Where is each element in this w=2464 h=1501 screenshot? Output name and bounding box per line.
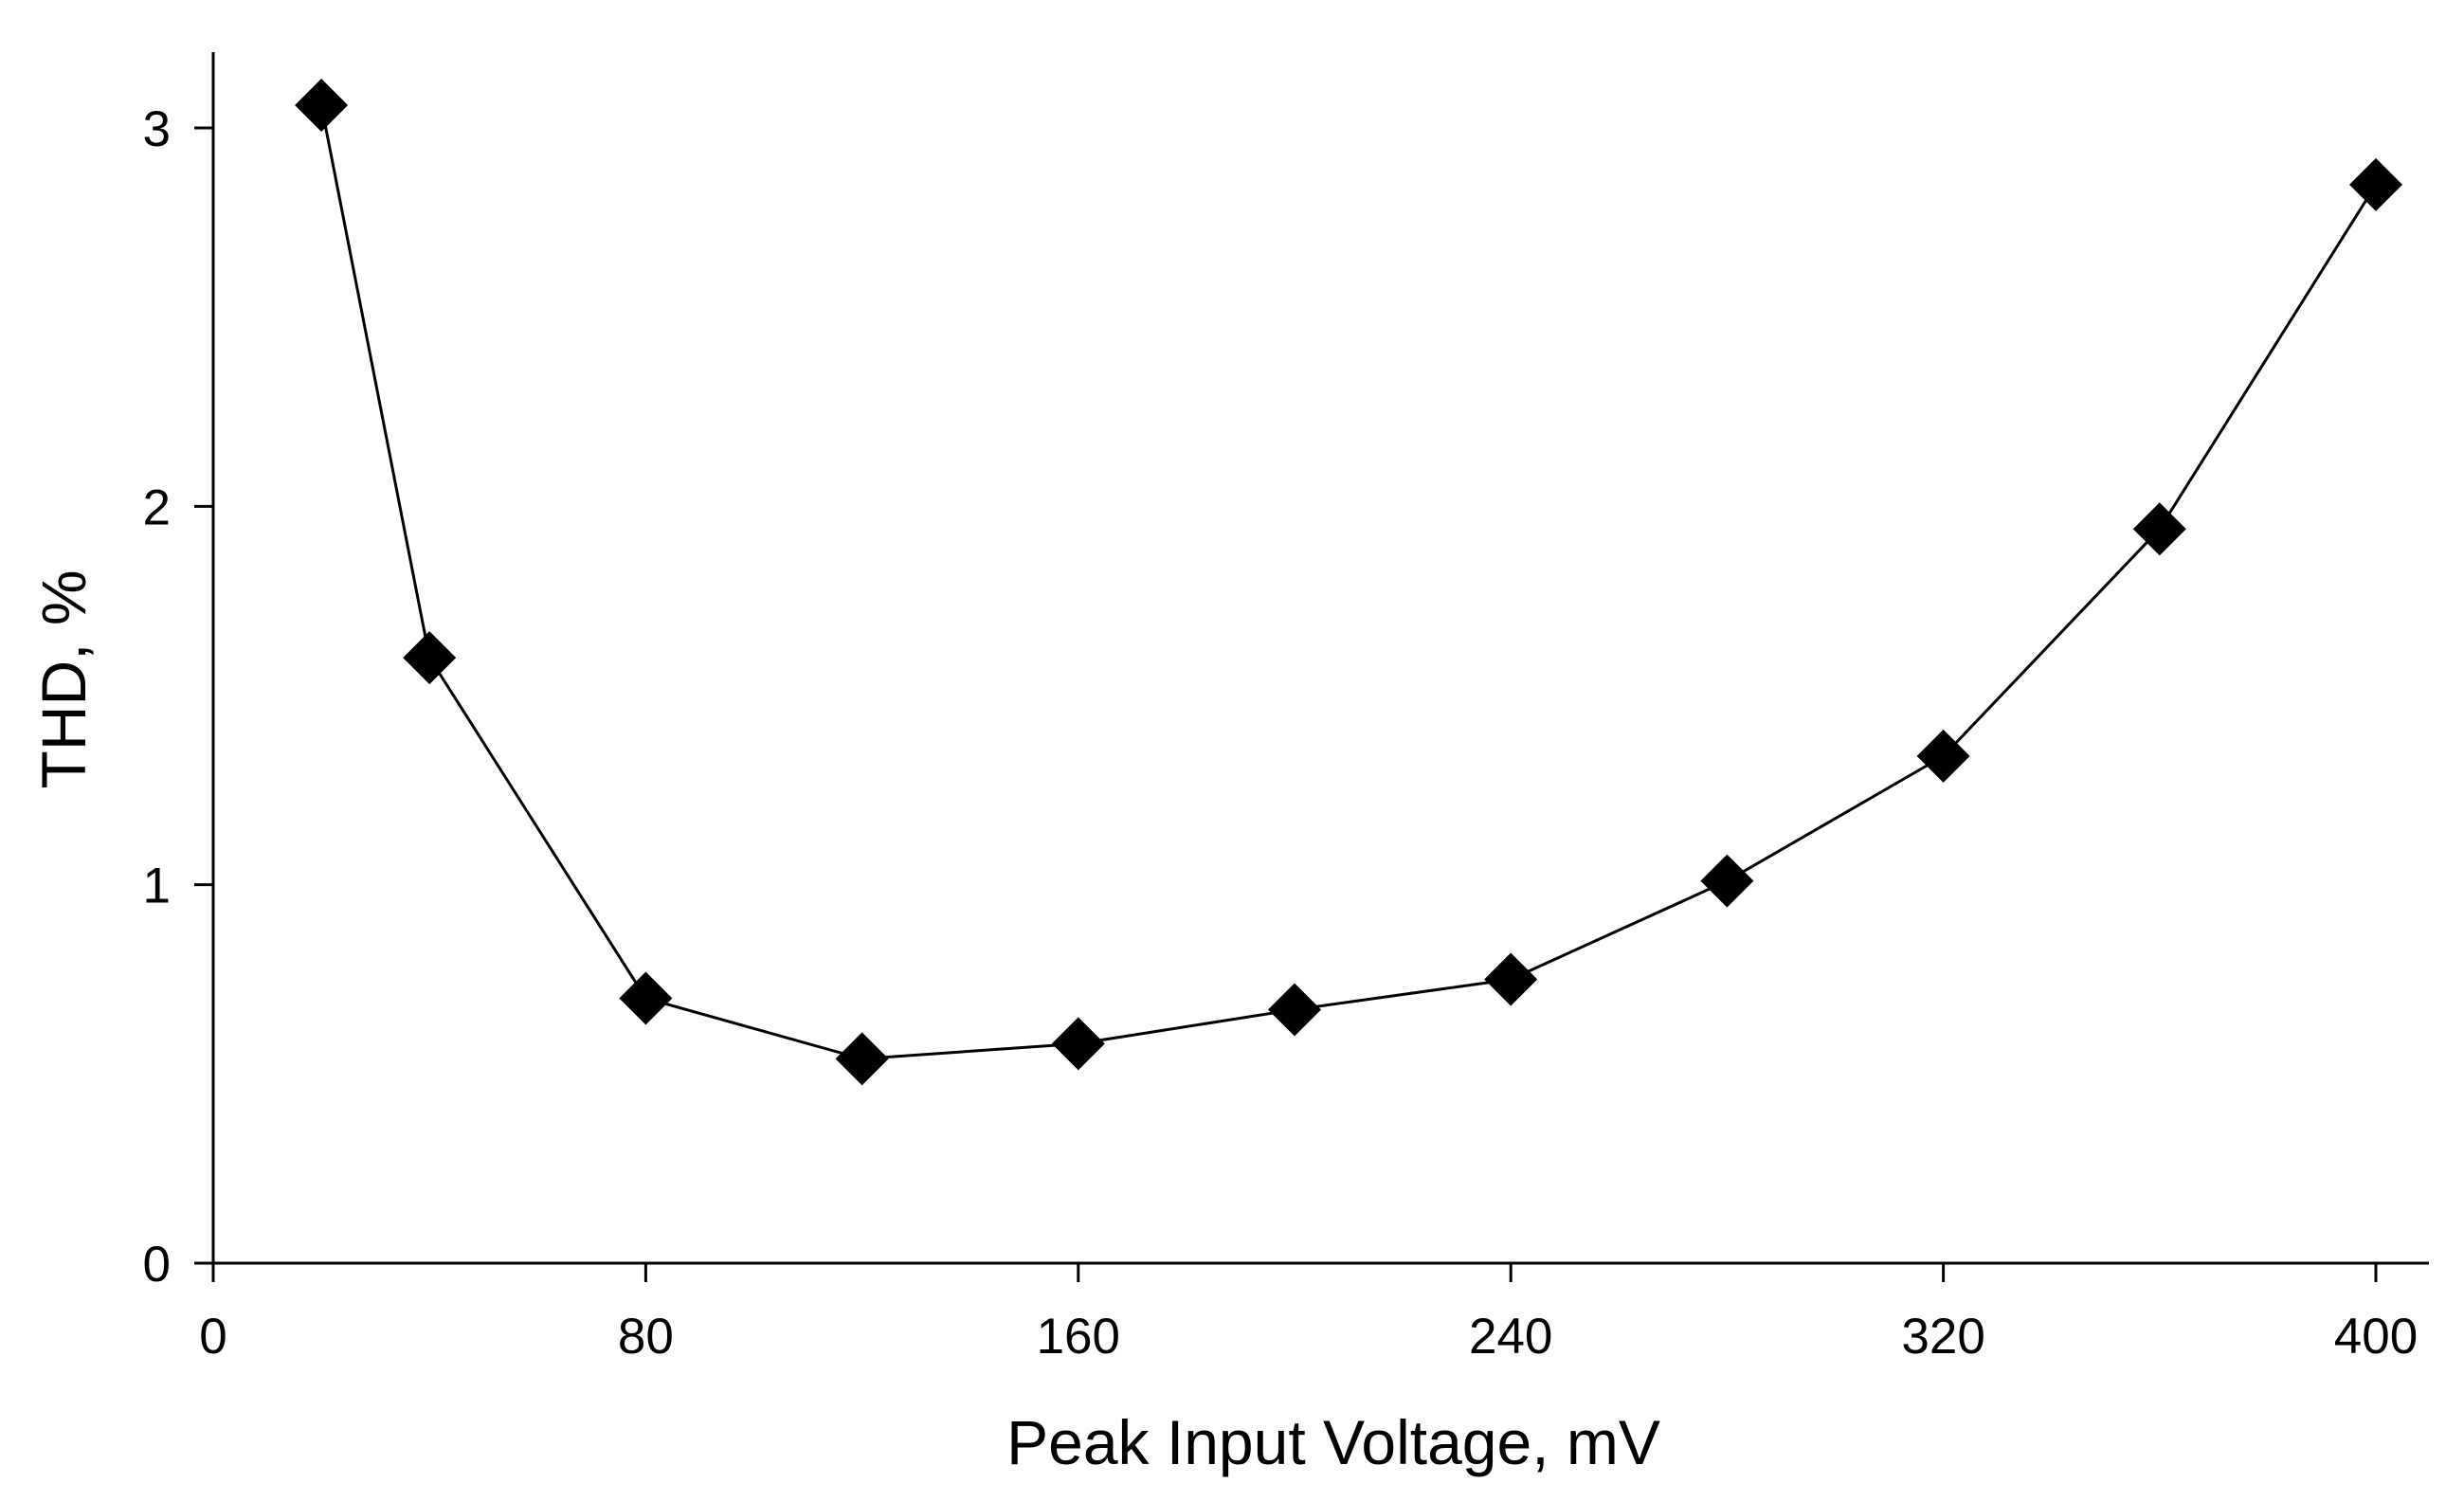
data-point-marker	[1484, 952, 1538, 1006]
axes	[211, 52, 2429, 1265]
data-point-marker	[1916, 729, 1970, 783]
y-tick-label: 1	[143, 859, 171, 914]
data-point-marker	[2132, 502, 2186, 556]
data-point-marker	[619, 971, 673, 1025]
x-tick-label: 320	[1901, 1309, 1984, 1365]
data-point-marker	[1268, 983, 1321, 1037]
y-tick-label: 3	[143, 101, 171, 157]
x-tick-label: 80	[618, 1309, 674, 1365]
data-point-marker	[835, 1032, 889, 1086]
y-axis-title: THD, %	[28, 570, 99, 789]
data-point-marker	[2349, 157, 2402, 211]
y-tick-label: 2	[143, 479, 171, 535]
series	[295, 79, 2402, 1086]
ticks: 0 80 160 240 320 400 0 1 2 3	[143, 101, 2419, 1365]
x-tick-label: 240	[1469, 1309, 1552, 1365]
data-point-marker	[403, 631, 457, 685]
data-point-marker	[1700, 854, 1754, 908]
series-line	[319, 104, 2378, 1060]
x-tick-label: 0	[199, 1309, 226, 1365]
x-tick-label: 400	[2334, 1309, 2418, 1365]
y-tick-label: 0	[143, 1237, 171, 1293]
data-point-marker	[1051, 1017, 1105, 1071]
x-axis-title: Peak Input Voltage, mV	[1006, 1407, 1660, 1477]
x-tick-label: 160	[1037, 1309, 1120, 1365]
data-point-marker	[295, 79, 349, 133]
